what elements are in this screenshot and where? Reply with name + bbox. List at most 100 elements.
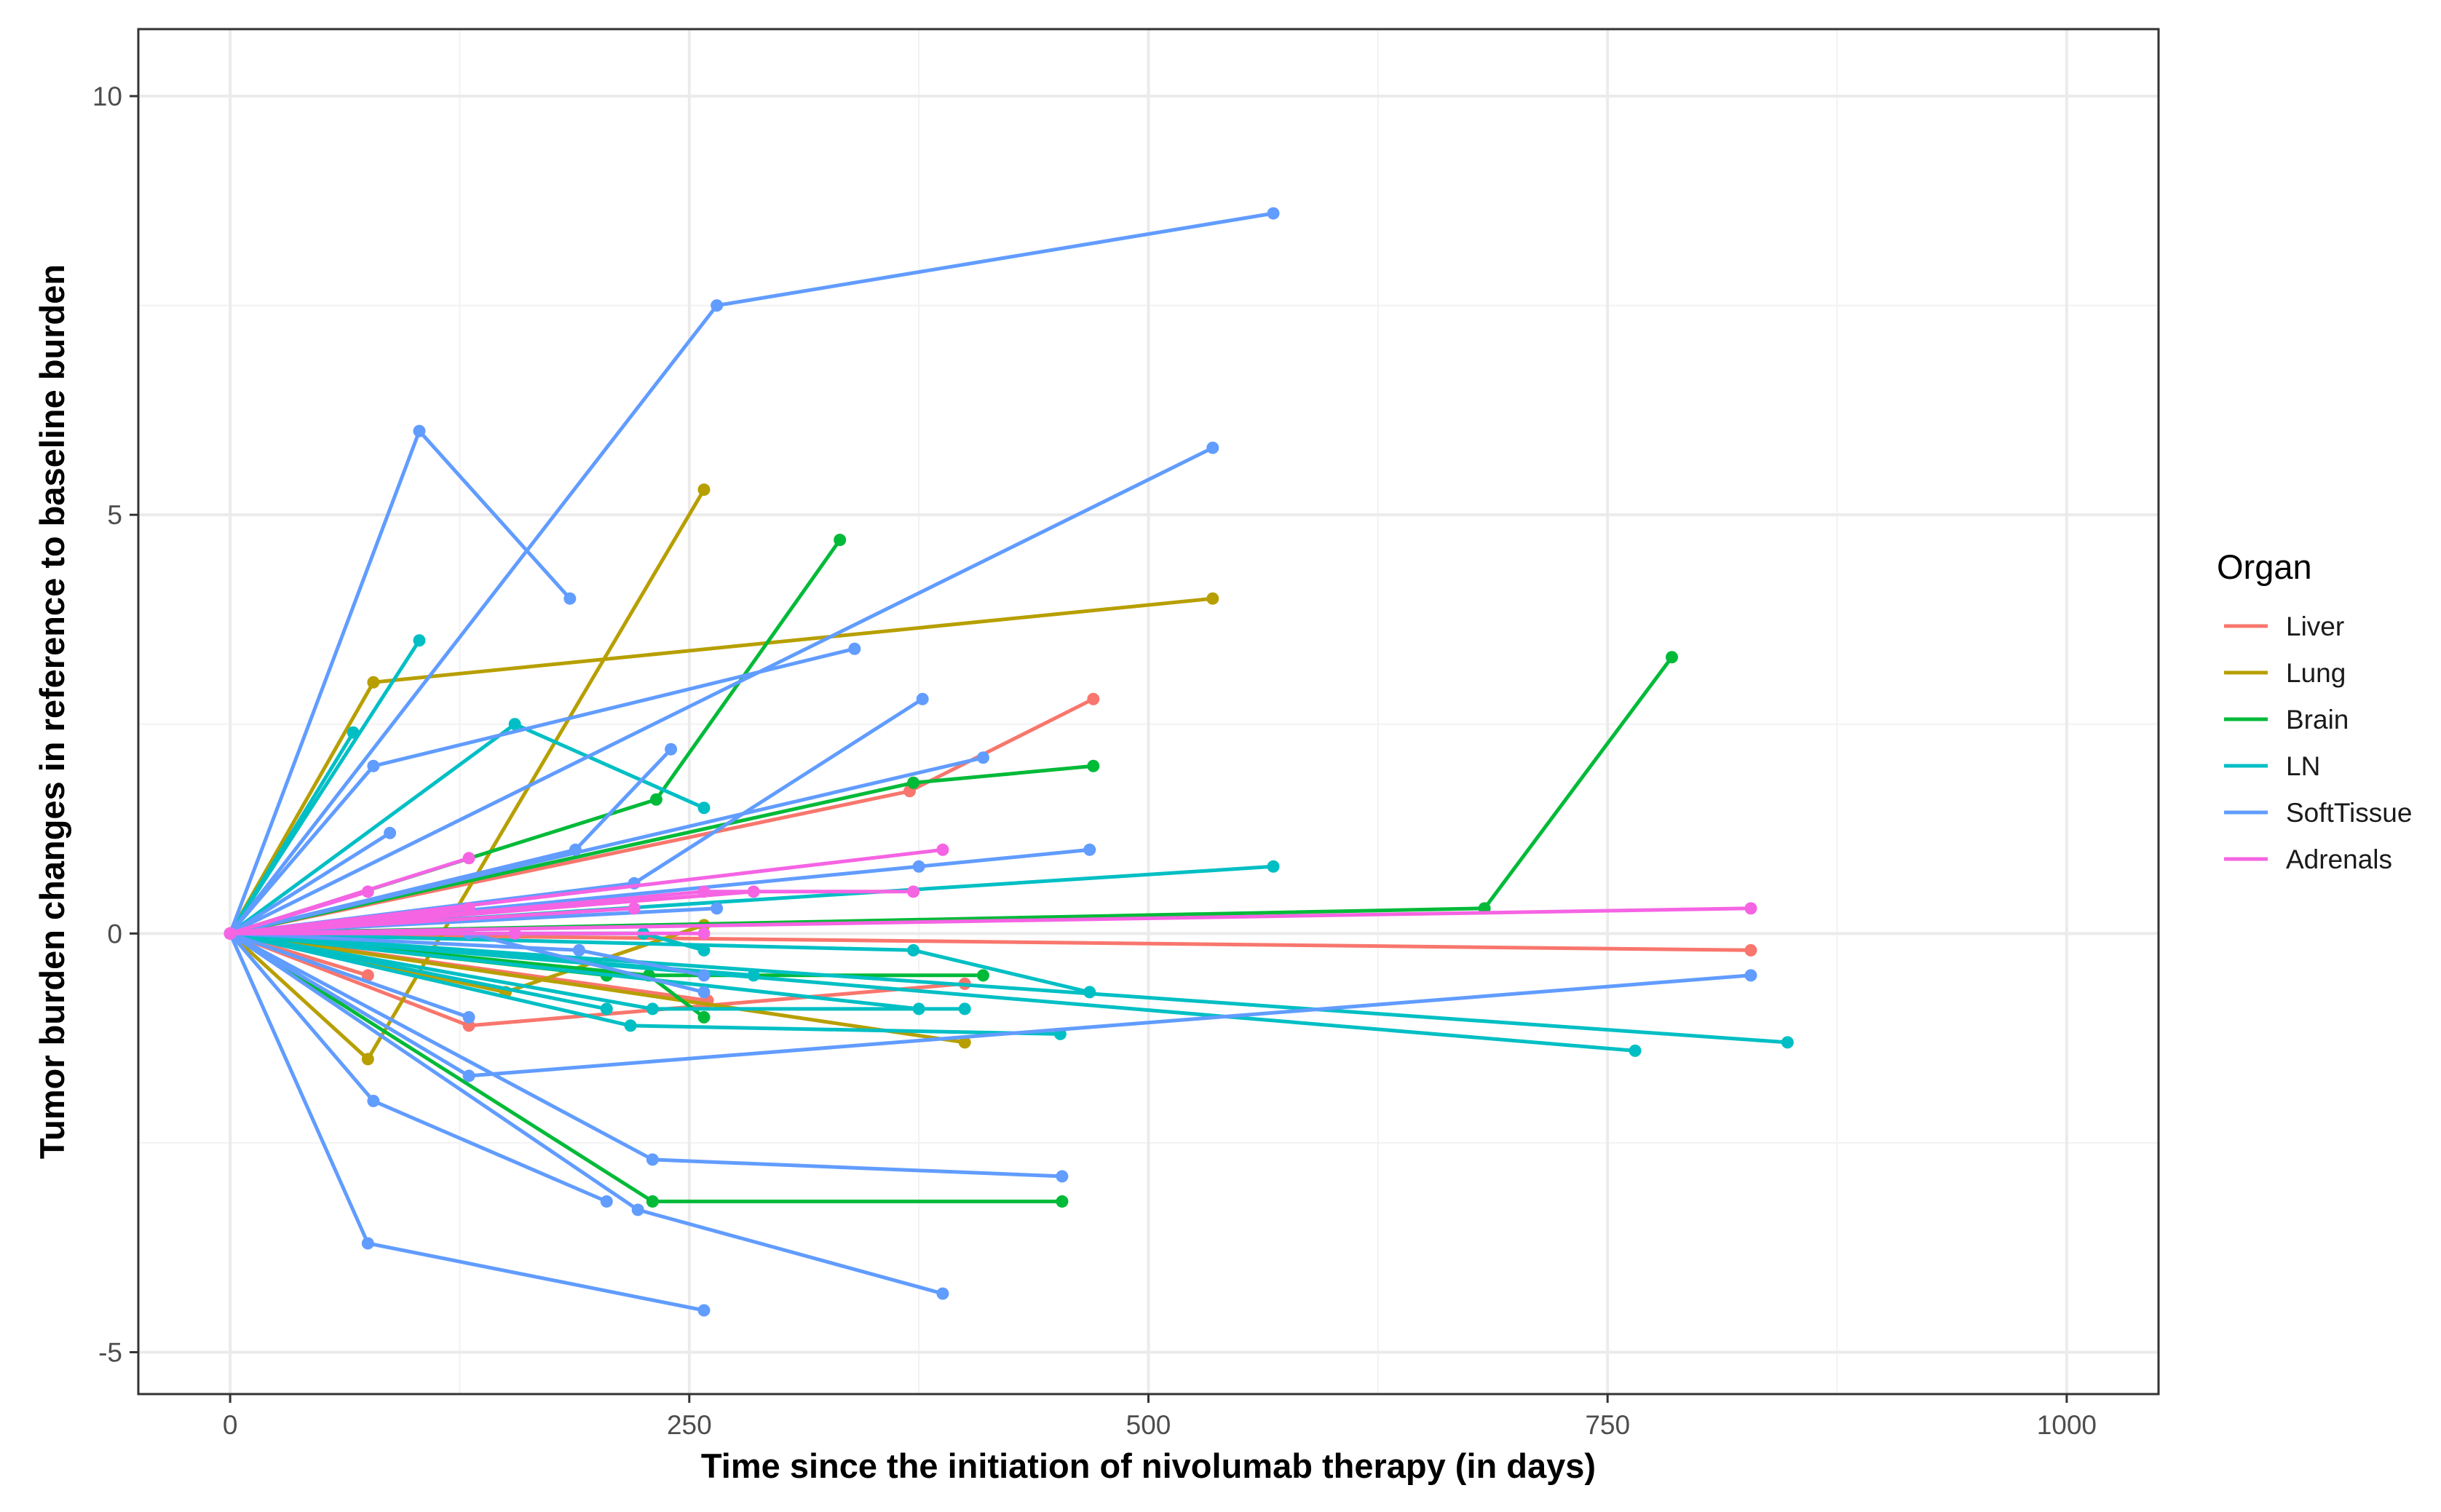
y-tick-label: 10 — [92, 82, 122, 111]
data-point-softtissue — [462, 1010, 475, 1024]
data-point-lung — [1206, 592, 1219, 605]
data-point-ln — [1781, 1036, 1794, 1049]
data-point-softtissue — [563, 592, 577, 605]
y-axis-title: Tumor burden changes in reference to bas… — [33, 264, 71, 1159]
data-point-softtissue — [711, 299, 724, 312]
data-point-ln — [747, 969, 760, 982]
data-point-softtissue — [367, 759, 380, 772]
data-point-liver — [1744, 943, 1757, 957]
series-softtissue — [223, 424, 577, 940]
data-point-ln — [646, 1002, 659, 1016]
x-tick-label: 500 — [1126, 1410, 1171, 1440]
data-point-softtissue — [848, 642, 861, 655]
data-point-softtissue — [912, 860, 925, 873]
data-point-softtissue — [384, 826, 397, 839]
data-point-softtissue — [1083, 843, 1096, 856]
data-point-ln — [624, 1019, 637, 1032]
data-point-ln — [1629, 1044, 1642, 1057]
data-point-ln — [907, 943, 920, 957]
data-point-brain — [834, 534, 847, 547]
legend-label: SoftTissue — [2286, 798, 2412, 828]
major-gridlines — [138, 29, 2159, 1394]
data-point-adrenals — [936, 843, 949, 856]
legend-label: Lung — [2286, 658, 2346, 688]
series-adrenals — [223, 902, 641, 940]
legend-item-softtissue: SoftTissue — [2224, 798, 2412, 828]
data-point-adrenals — [697, 927, 711, 940]
data-point-ln — [958, 1002, 971, 1016]
data-point-liver — [1087, 692, 1100, 705]
data-point-adrenals — [1744, 902, 1757, 915]
x-tick-label: 1000 — [2037, 1410, 2097, 1440]
data-point-softtissue — [665, 743, 678, 756]
legend-label: Brain — [2286, 705, 2349, 735]
x-axis-title: Time since the initiation of nivolumab t… — [701, 1446, 1596, 1485]
series-line-softtissue — [229, 831, 391, 935]
series-line-softtissue — [229, 756, 984, 935]
data-point-brain — [1056, 1195, 1069, 1208]
legend-label: Adrenals — [2286, 844, 2392, 874]
data-point-softtissue — [1206, 441, 1219, 454]
data-point-adrenals — [907, 885, 920, 898]
x-tick-label: 250 — [667, 1410, 712, 1440]
data-point-softtissue — [631, 1203, 644, 1216]
legend-item-lung: Lung — [2224, 658, 2346, 688]
data-point-softtissue — [1744, 969, 1757, 982]
data-point-softtissue — [697, 986, 711, 999]
y-axis: -5 0 5 10 — [92, 82, 138, 1367]
data-point-softtissue — [462, 1069, 475, 1082]
series-line-lung — [229, 931, 965, 1045]
legend-item-ln: LN — [2224, 751, 2320, 781]
series-line-softtissue — [229, 931, 470, 1019]
legend-label: LN — [2286, 751, 2320, 781]
data-point-ln — [347, 726, 360, 739]
series-line-adrenals — [230, 906, 1752, 935]
data-point-softtissue — [367, 1094, 380, 1107]
x-axis: 0 250 500 750 1000 — [223, 1394, 2097, 1440]
legend-label: Liver — [2286, 611, 2344, 641]
data-point-ln — [508, 718, 521, 731]
series-line-ln — [229, 931, 607, 1011]
data-point-softtissue — [936, 1287, 949, 1300]
data-point-adrenals — [462, 852, 475, 865]
data-point-ln — [697, 943, 711, 957]
data-point-adrenals — [628, 902, 641, 915]
y-tick-label: 0 — [107, 919, 122, 949]
data-point-brain — [1665, 651, 1678, 664]
data-point-brain — [976, 969, 989, 982]
data-point-softtissue — [916, 692, 929, 705]
data-point-ln — [1267, 860, 1280, 873]
data-point-adrenals — [747, 885, 760, 898]
data-point-brain — [646, 1195, 659, 1208]
y-tick-label: -5 — [98, 1337, 122, 1367]
data-point-adrenals — [508, 927, 521, 940]
data-point-lung — [697, 483, 711, 496]
legend-title: Organ — [2217, 547, 2312, 586]
data-point-softtissue — [1267, 207, 1280, 220]
data-point-softtissue — [600, 1195, 613, 1208]
legend-item-liver: Liver — [2224, 611, 2344, 641]
data-series — [223, 207, 1794, 1317]
data-point-ln — [600, 1002, 613, 1016]
series-line-adrenals — [229, 906, 635, 935]
data-point-brain — [1087, 759, 1100, 772]
data-point-adrenals — [223, 927, 237, 940]
data-point-ln — [697, 801, 711, 815]
data-point-softtissue — [1056, 1170, 1069, 1183]
data-point-ln — [912, 1002, 925, 1016]
data-point-softtissue — [976, 751, 989, 764]
data-point-softtissue — [697, 1304, 711, 1317]
series-line-ln — [229, 931, 919, 1011]
data-point-brain — [907, 776, 920, 789]
data-point-liver — [361, 969, 374, 982]
series-line-adrenals — [229, 856, 470, 935]
x-tick-label: 0 — [223, 1410, 238, 1440]
series-line-ln — [229, 931, 1788, 1045]
legend-item-adrenals: Adrenals — [2224, 844, 2392, 874]
x-tick-label: 750 — [1585, 1410, 1630, 1440]
data-point-lung — [367, 676, 380, 689]
legend-item-brain: Brain — [2224, 705, 2349, 735]
data-point-adrenals — [462, 902, 475, 915]
data-point-softtissue — [572, 943, 585, 957]
